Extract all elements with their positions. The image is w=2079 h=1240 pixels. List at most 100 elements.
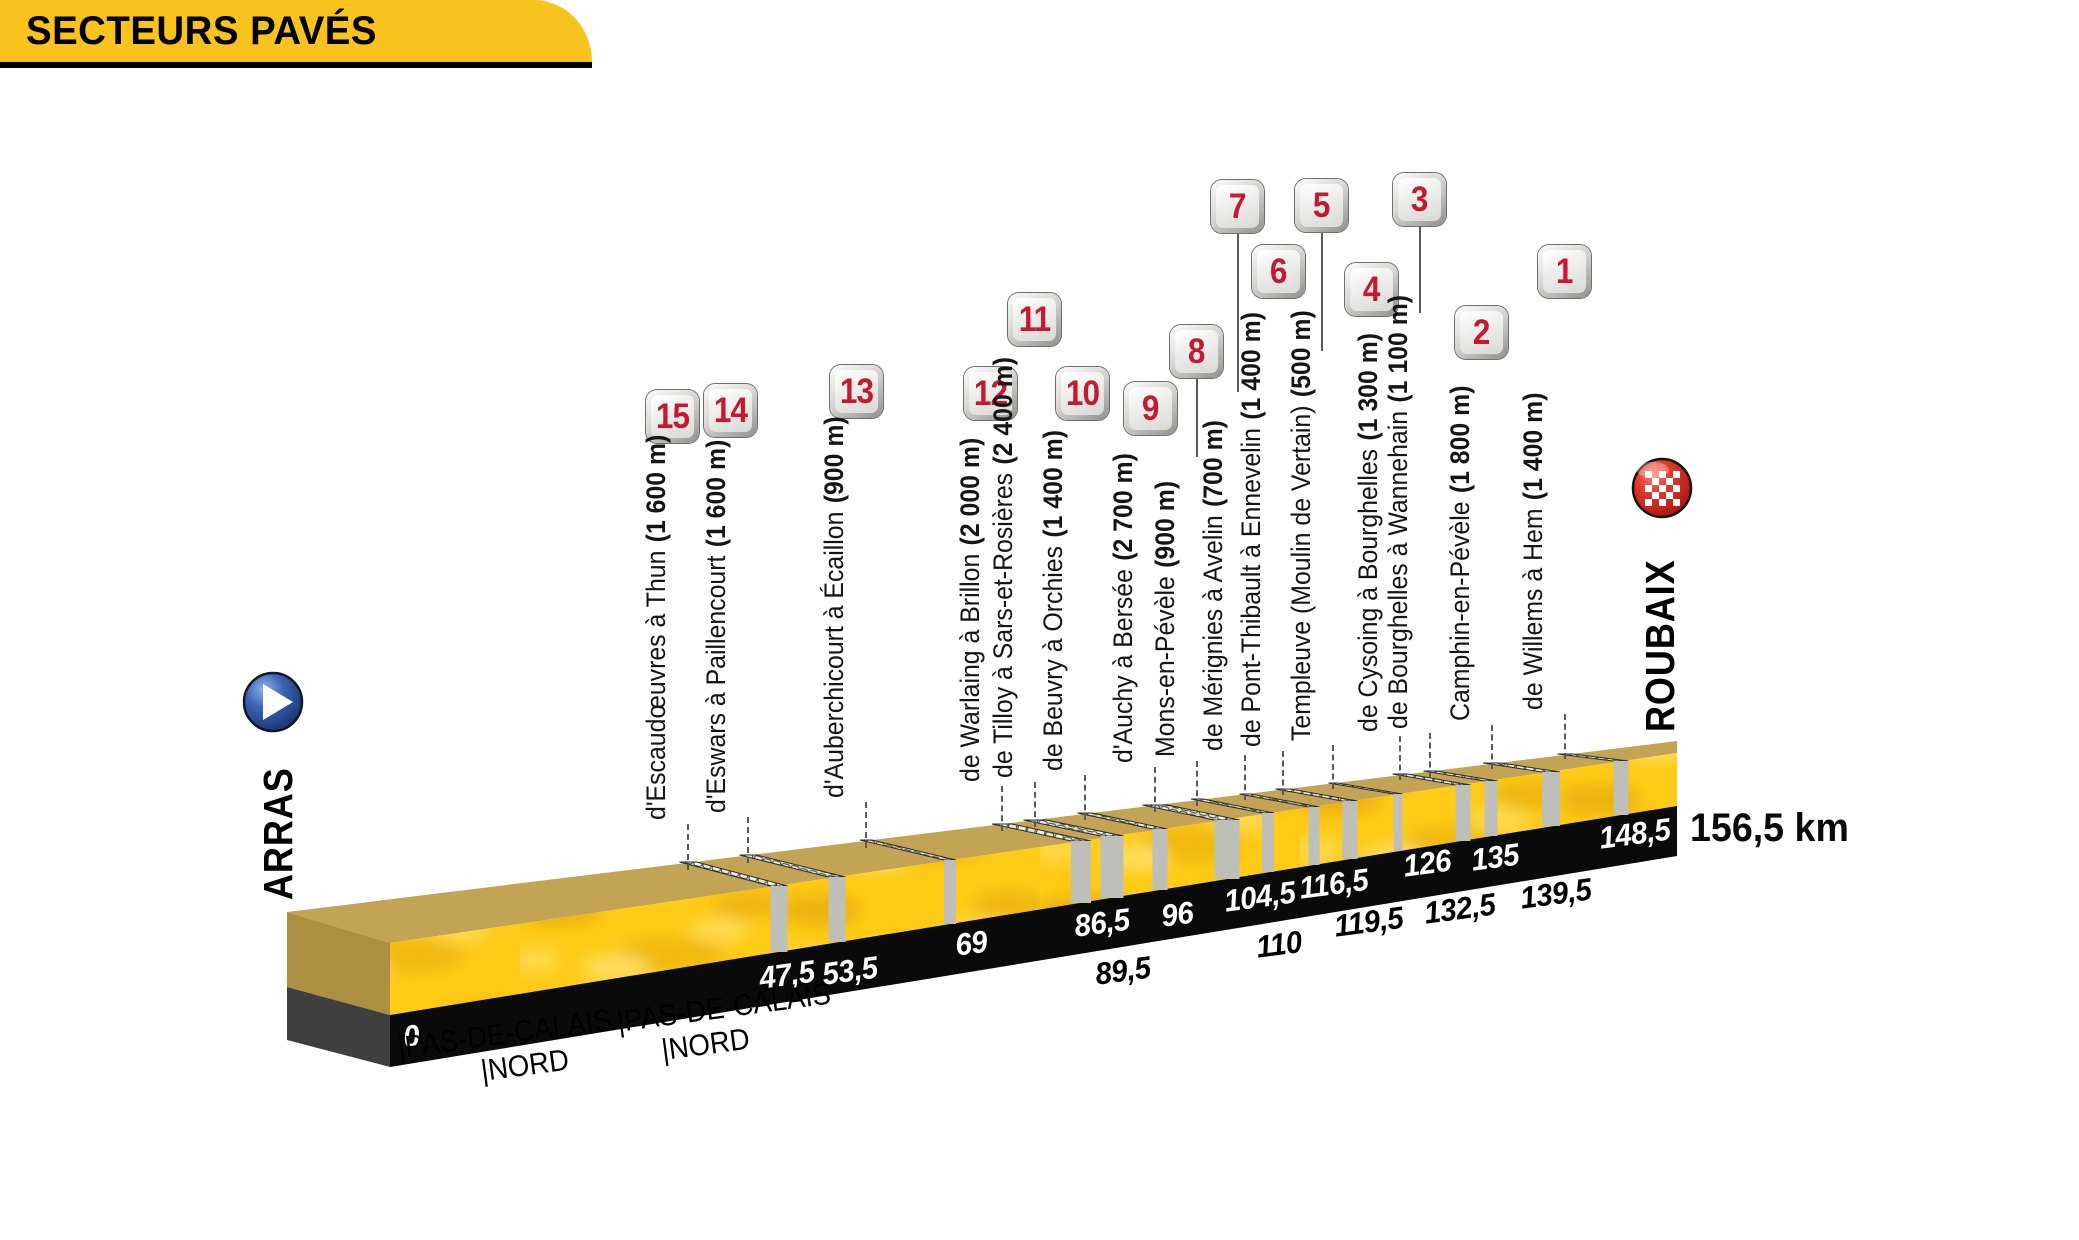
sector-name: de Pont-Thibault à Ennevelin	[1236, 428, 1266, 747]
sector-label-1: de Willems à Hem (1 400 m)	[1518, 392, 1549, 710]
leader-dash-6	[1282, 751, 1284, 795]
sector-badge-9: 9	[1124, 382, 1177, 435]
start-city-label: ARRAS	[255, 767, 301, 900]
leader-dash-5	[1332, 745, 1334, 789]
page-title: SECTEURS PAVÉS	[26, 8, 377, 53]
pave-strips-front	[770, 761, 1629, 952]
sector-label-10: de Beuvry à Orchies (1 400 m)	[1038, 429, 1069, 771]
km-mark-96: 96	[1159, 894, 1196, 934]
sector-name: Camphin-en-Pévèle	[1445, 501, 1475, 721]
sector-name: Mons-en-Pévèle	[1150, 576, 1180, 757]
sector-name: d'Eswars à Paillencourt	[701, 555, 731, 813]
km-mark-69: 69	[953, 923, 990, 963]
km-mark-110: 110	[1254, 923, 1304, 965]
leader-dash-14	[747, 817, 749, 863]
sector-label-12: de Warlaing à Brillon (2 000 m)	[955, 437, 986, 782]
sector-badge-15: 15	[646, 390, 699, 443]
leader-dash-3	[1429, 733, 1431, 777]
badge-face: 13	[835, 370, 878, 413]
badge-face: 3	[1398, 178, 1441, 221]
sector-name: d'Auberchicourt à Écaillon	[819, 511, 849, 798]
badge-face: 5	[1300, 184, 1343, 227]
sector-length: (700 m)	[1198, 420, 1228, 508]
sector-badge-7: 7	[1211, 180, 1264, 233]
road-top-surface	[287, 741, 1677, 943]
sector-label-2: Camphin-en-Pévèle (1 800 m)	[1445, 385, 1476, 721]
sector-name: d'Escaudœuvres à Thun	[641, 550, 671, 820]
sector-label-5: Templeuve (Moulin de Vertain) (500 m)	[1286, 310, 1317, 741]
badge-face: 10	[1061, 372, 1104, 415]
road-km-band	[390, 806, 1677, 1067]
leader-dash-4	[1399, 736, 1401, 780]
badge-number: 15	[655, 396, 690, 436]
badge-number: 14	[713, 390, 748, 430]
finish-city-label: ROUBAIX	[1637, 559, 1683, 732]
sector-name: de Cysoing à Bourghelles	[1353, 448, 1383, 732]
sector-badge-13: 13	[830, 365, 883, 418]
sector-length: (900 m)	[819, 416, 849, 504]
sector-length: (2 400 m)	[988, 356, 1018, 465]
sector-badge-14: 14	[704, 384, 757, 437]
sector-badge-10: 10	[1056, 367, 1109, 420]
play-circle-icon	[242, 671, 304, 733]
sector-length: (900 m)	[1150, 480, 1180, 568]
badge-face: 4	[1350, 268, 1393, 311]
leader-dash-9	[1154, 767, 1156, 812]
sector-name: de Tilloy à Sars-et-Rosières	[988, 472, 1018, 778]
sector-label-15: d'Escaudœuvres à Thun (1 600 m)	[641, 435, 672, 820]
sector-badge-8: 8	[1170, 325, 1223, 378]
sector-label-11: de Tilloy à Sars-et-Rosières (2 400 m)	[988, 356, 1019, 778]
total-distance-label: 156,5 km	[1690, 806, 1849, 850]
badge-number: 5	[1313, 185, 1331, 225]
sector-length: (2 700 m)	[1108, 453, 1138, 561]
badge-face: 2	[1460, 311, 1503, 354]
sector-name: Templeuve (Moulin de Vertain)	[1286, 405, 1316, 741]
badge-number: 1	[1556, 251, 1574, 291]
leader-dash-13	[865, 802, 867, 848]
km-mark-89-5: 89,5	[1093, 949, 1153, 992]
sector-name: de Warlaing à Brillon	[955, 553, 985, 782]
leader-dash-10	[1084, 775, 1086, 820]
badge-face: 7	[1216, 185, 1259, 228]
sector-name: de Beuvry à Orchies	[1038, 545, 1068, 771]
badge-number: 4	[1363, 269, 1381, 309]
sector-name: de Mérignies à Avelin	[1198, 515, 1228, 751]
sector-badge-3: 3	[1393, 173, 1446, 226]
badge-number: 8	[1188, 331, 1206, 371]
badge-face: 9	[1129, 387, 1172, 430]
sector-length: (1 800 m)	[1445, 385, 1475, 494]
badge-number: 13	[839, 371, 874, 411]
badge-face: 8	[1175, 330, 1218, 373]
badge-face: 14	[709, 389, 752, 432]
sector-badge-5: 5	[1295, 179, 1348, 232]
badge-face: 12	[969, 372, 1012, 415]
sector-length: (2 000 m)	[955, 437, 985, 546]
connector-line-8	[1196, 379, 1198, 457]
road-left-cap-top	[287, 912, 390, 1015]
sector-label-4: de Cysoing à Bourghelles (1 300 m)	[1353, 332, 1384, 732]
km-mark-126: 126	[1401, 842, 1453, 884]
sector-label-6: de Pont-Thibault à Ennevelin (1 400 m)	[1236, 312, 1267, 747]
badge-number: 2	[1473, 312, 1491, 352]
sector-length: (1 300 m)	[1353, 332, 1383, 441]
badge-face: 1	[1543, 250, 1586, 293]
sector-name: de Willems à Hem	[1518, 508, 1548, 710]
sector-length: (1 400 m)	[1518, 392, 1548, 501]
sector-length: (1 100 m)	[1383, 294, 1413, 403]
badge-number: 12	[973, 373, 1008, 413]
badge-number: 11	[1018, 299, 1051, 339]
leader-dash-11	[1034, 782, 1036, 827]
sector-badge-2: 2	[1455, 306, 1508, 359]
sector-length: (1 400 m)	[1236, 312, 1266, 420]
badge-number: 9	[1142, 388, 1160, 428]
sector-badge-6: 6	[1252, 245, 1305, 298]
leader-dash-1	[1564, 714, 1566, 759]
badge-number: 3	[1411, 179, 1429, 219]
sector-name: de Bourghelles à Wannehain	[1383, 410, 1413, 729]
sector-label-3: de Bourghelles à Wannehain (1 100 m)	[1383, 294, 1414, 729]
connector-line-5	[1321, 233, 1323, 351]
badge-face: 6	[1257, 250, 1300, 293]
sector-length: (1 400 m)	[1038, 429, 1068, 538]
